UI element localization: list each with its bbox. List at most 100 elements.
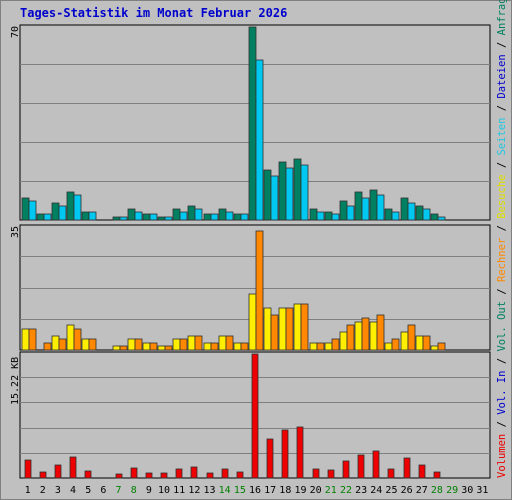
bar-anfragen-day-17 [263,169,272,221]
x-tick-day-8: 8 [131,485,137,496]
bar-anfragen-day-13 [203,213,212,221]
bar-dateien-day-7 [119,216,128,221]
bar-besuche-day-17 [263,307,272,351]
bar-volumen-day-26 [403,457,411,479]
bar-anfragen-day-27 [415,205,424,221]
bar-rechner-day-22 [346,324,355,351]
bar-anfragen-day-19 [293,158,302,221]
bar-besuche-day-1 [21,328,30,351]
bar-volumen-day-19 [296,426,304,479]
bar-dateien-day-9 [149,213,158,221]
bar-besuche-day-21 [324,342,333,351]
bar-rechner-day-20 [316,342,325,351]
bar-besuche-day-15 [233,342,242,351]
bar-dateien-day-10 [164,216,173,221]
bar-dateien-day-19 [300,164,309,221]
x-tick-day-18: 18 [279,485,291,496]
bar-dateien-day-20 [316,211,325,221]
bar-anfragen-day-12 [187,205,196,221]
legend-separator: / [496,281,508,301]
x-tick-day-4: 4 [70,485,76,496]
bar-dateien-day-12 [194,208,203,221]
x-tick-day-24: 24 [370,485,382,496]
bar-besuche-day-19 [293,303,302,351]
bar-anfragen-day-10 [157,216,166,221]
bar-anfragen-day-5 [81,211,90,221]
bar-volumen-day-12 [190,466,198,479]
x-tick-day-26: 26 [401,485,413,496]
bar-besuche-day-27 [415,335,424,351]
bar-dateien-day-25 [391,211,400,221]
bar-volumen-day-25 [387,468,395,479]
legend-separator: / [496,155,508,175]
bar-besuche-day-28 [430,345,439,351]
bar-rechner-day-15 [240,342,249,351]
bar-besuche-day-9 [142,342,151,351]
bar-volumen-day-22 [342,460,350,479]
bar-anfragen-day-24 [369,189,378,221]
bar-rechner-day-4 [73,328,82,351]
x-tick-day-11: 11 [173,485,185,496]
bar-volumen-day-24 [372,450,380,479]
hits-ymax-label: 70 [10,25,21,38]
legend-item-vol_in: Vol. In [496,370,508,415]
bar-rechner-day-19 [300,303,309,351]
bar-anfragen-day-7 [112,216,121,221]
bar-anfragen-day-8 [127,208,136,221]
x-tick-day-5: 5 [85,485,91,496]
bar-dateien-day-13 [210,213,219,221]
bar-anfragen-day-2 [36,213,45,221]
x-tick-day-3: 3 [55,485,61,496]
legend: Volumen / Vol. In / Vol. Out / Rechner /… [495,0,509,478]
bar-dateien-day-4 [73,194,82,221]
bar-volumen-day-8 [130,467,138,479]
x-tick-day-17: 17 [264,485,276,496]
bar-besuche-day-24 [369,321,378,351]
bar-dateien-day-2 [43,213,52,221]
bar-anfragen-day-28 [430,213,439,221]
bar-dateien-day-15 [240,213,249,221]
x-tick-day-2: 2 [40,485,46,496]
bar-volumen-day-10 [160,472,168,479]
x-tick-day-22: 22 [340,485,352,496]
bar-anfragen-day-20 [309,208,318,221]
bar-rechner-day-24 [376,314,385,351]
bar-anfragen-day-11 [172,208,181,221]
bar-besuche-day-23 [354,321,363,351]
bar-volumen-day-4 [69,456,77,479]
visits-ymax-label: 35 [10,225,21,238]
x-tick-day-1: 1 [25,485,31,496]
bar-volumen-day-3 [54,464,62,479]
bar-dateien-day-17 [270,175,279,221]
x-tick-day-28: 28 [431,485,443,496]
x-tick-day-23: 23 [355,485,367,496]
bar-volumen-day-20 [312,468,320,479]
bar-rechner-day-16 [255,230,264,351]
bar-dateien-day-3 [58,205,67,221]
bar-besuche-day-18 [278,307,287,351]
bar-besuche-day-16 [248,293,257,351]
bar-rechner-day-14 [225,335,234,351]
bar-rechner-day-1 [28,328,37,351]
legend-item-besuche: Besuche [496,174,508,219]
bar-rechner-day-13 [210,342,219,351]
x-tick-day-7: 7 [116,485,122,496]
bar-rechner-day-23 [361,317,370,351]
bar-rechner-day-2 [43,342,52,351]
bar-rechner-day-3 [58,338,67,351]
bar-rechner-day-7 [119,345,128,351]
bar-dateien-day-14 [225,211,234,221]
bar-anfragen-day-3 [51,202,60,221]
bar-besuche-day-13 [203,342,212,351]
bar-anfragen-day-26 [400,197,409,221]
x-tick-day-19: 19 [294,485,306,496]
legend-separator: / [496,218,508,238]
bar-dateien-day-22 [346,205,355,221]
bar-dateien-day-8 [134,211,143,221]
bar-volumen-day-14 [221,468,229,479]
volume-ymax-label: 15.22 KB [10,356,21,405]
bar-rechner-day-11 [179,338,188,351]
x-tick-day-13: 13 [203,485,215,496]
bar-besuche-day-11 [172,338,181,351]
x-tick-day-12: 12 [188,485,200,496]
